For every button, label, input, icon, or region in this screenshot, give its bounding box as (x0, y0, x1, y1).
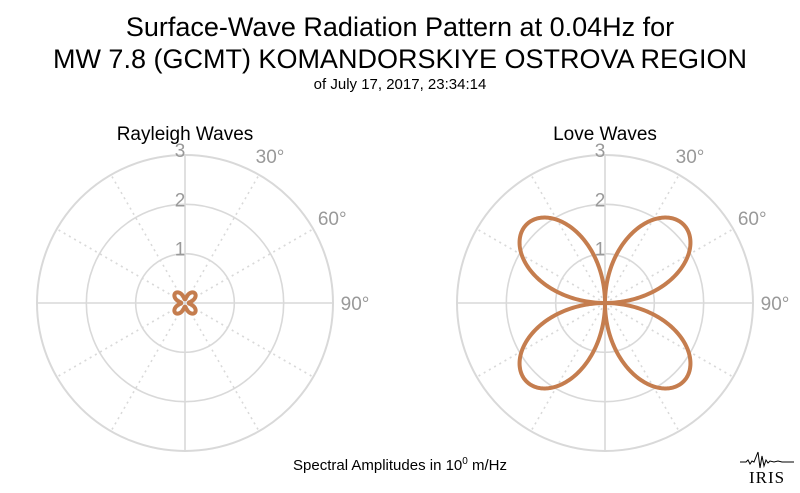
radial-gridline (476, 302, 606, 378)
polar-chart-title: Rayleigh Waves (117, 124, 254, 145)
polar-chart-title: Love Waves (553, 124, 657, 145)
chart-title-line1: Surface-Wave Radiation Pattern at 0.04Hz… (125, 12, 675, 42)
radial-gridline (184, 302, 260, 432)
radiation-pattern-curve (517, 215, 693, 391)
range-ring (554, 252, 656, 354)
radial-tick-label: 2 (595, 190, 606, 211)
radiation-pattern-curve (172, 290, 198, 316)
chart-title-line2: MW 7.8 (GCMT) KOMANDORSKIYE OSTROVA REGI… (52, 44, 748, 74)
radial-gridline (184, 174, 260, 304)
radial-tick-label: 3 (175, 141, 186, 162)
range-ring (134, 252, 236, 354)
radial-gridline (530, 302, 606, 432)
amplitude-units-footer: Spectral Amplitudes in 100 m/Hz (0, 456, 800, 474)
iris-logo: IRIS (738, 448, 796, 488)
angle-label: 30° (676, 147, 705, 168)
radial-tick-label: 1 (175, 240, 186, 261)
angle-label: 90° (761, 294, 790, 315)
seismogram-icon (740, 451, 794, 469)
radial-gridline (110, 302, 186, 432)
radial-gridline (530, 174, 606, 304)
radial-gridline (604, 302, 734, 378)
chart-subtitle: of July 17, 2017, 23:34:14 (313, 76, 487, 93)
radial-gridline (604, 174, 680, 304)
radial-gridline (184, 302, 314, 378)
radial-tick-label: 2 (175, 190, 186, 211)
angle-label: 30° (256, 147, 285, 168)
angle-label: 60° (318, 209, 347, 230)
radial-gridline (184, 228, 314, 304)
radial-gridline (604, 302, 680, 432)
footer-text: Spectral Amplitudes in 10 (293, 457, 463, 474)
angle-label: 90° (341, 294, 370, 315)
radial-gridline (56, 228, 186, 304)
iris-logo-text: IRIS (748, 468, 786, 487)
radial-gridline (476, 228, 606, 304)
range-ring (36, 154, 334, 452)
footer-unit: m/Hz (467, 457, 507, 474)
footer-exponent: 0 (462, 456, 468, 467)
radial-gridline (110, 174, 186, 304)
range-ring (85, 203, 285, 403)
radial-tick-label: 1 (595, 240, 606, 261)
radial-tick-label: 3 (595, 141, 606, 162)
radial-gridline (604, 228, 734, 304)
range-ring (505, 203, 705, 403)
radial-gridline (56, 302, 186, 378)
range-ring (456, 154, 754, 452)
angle-label: 60° (738, 209, 767, 230)
